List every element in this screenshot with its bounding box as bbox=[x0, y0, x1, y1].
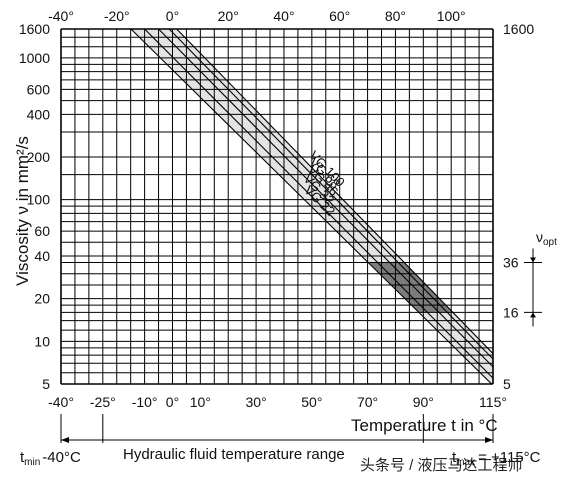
top-tick-label: 80° bbox=[385, 8, 406, 24]
bottom-tick-label: -40° bbox=[48, 394, 74, 410]
tick-labels: -40° -20° 0° 20° 40° 60° 80° 100° -40° -25° -10° 0°… bbox=[19, 8, 535, 410]
left-tick-label: 1600 bbox=[19, 21, 50, 37]
right-tick-label: 16 bbox=[503, 304, 519, 320]
bottom-tick-label: 90° bbox=[413, 394, 434, 410]
left-tick-label: 1000 bbox=[19, 50, 50, 66]
right-tick-label: 5 bbox=[503, 376, 511, 392]
left-tick-label: 5 bbox=[42, 376, 50, 392]
t-max-label: tmax = +115°C bbox=[452, 449, 541, 468]
left-tick-label: 400 bbox=[27, 106, 51, 122]
left-tick-label: 10 bbox=[34, 333, 50, 349]
bottom-tick-label: 30° bbox=[246, 394, 267, 410]
v-opt-label: νopt bbox=[536, 229, 557, 248]
chart-grid bbox=[60, 28, 494, 385]
bottom-tick-label: 10° bbox=[190, 394, 211, 410]
v-opt-arrow-top bbox=[530, 257, 536, 263]
top-tick-label: -40° bbox=[48, 8, 74, 24]
series-line bbox=[158, 29, 493, 368]
top-tick-label: 40° bbox=[273, 8, 294, 24]
bottom-tick-label: 0° bbox=[166, 394, 179, 410]
v-opt-arrow-bottom bbox=[530, 312, 536, 318]
temperature-range-label: Hydraulic fluid temperature range bbox=[123, 446, 345, 463]
series-lines bbox=[130, 29, 493, 384]
top-tick-label: 0° bbox=[166, 8, 179, 24]
series-line bbox=[176, 29, 493, 354]
x-axis-label: Temperature t in °C bbox=[351, 416, 498, 435]
series-line bbox=[144, 29, 493, 379]
top-tick-label: 20° bbox=[218, 8, 239, 24]
top-tick-label: 60° bbox=[329, 8, 350, 24]
bottom-tick-label: -25° bbox=[90, 394, 116, 410]
right-tick-label: 36 bbox=[503, 255, 519, 271]
bottom-tick-label: 70° bbox=[357, 394, 378, 410]
left-tick-label: 20 bbox=[34, 291, 50, 307]
left-tick-label: 100 bbox=[27, 192, 51, 208]
bottom-tick-label: 50° bbox=[301, 394, 322, 410]
bottom-tick-label: -10° bbox=[132, 394, 158, 410]
right-tick-label: 1600 bbox=[503, 21, 534, 37]
left-tick-label: 600 bbox=[27, 81, 51, 97]
series-line bbox=[168, 29, 493, 360]
left-tick-label: 40 bbox=[34, 248, 50, 264]
watermark: 头条号 / 液压马达工程师 bbox=[360, 457, 523, 474]
bottom-tick-label: 115° bbox=[479, 394, 507, 410]
range-arrow-left bbox=[61, 437, 69, 443]
range-arrow-right bbox=[485, 437, 493, 443]
left-tick-label: 60 bbox=[34, 223, 50, 239]
top-tick-label: -20° bbox=[104, 8, 130, 24]
left-tick-label: 200 bbox=[27, 149, 51, 165]
y-axis-label: Viscosity ν in mm²/s bbox=[13, 136, 32, 286]
top-tick-label: 100° bbox=[437, 8, 466, 24]
t-min-label: tmin -40°C bbox=[20, 449, 81, 468]
series-line bbox=[130, 29, 492, 384]
